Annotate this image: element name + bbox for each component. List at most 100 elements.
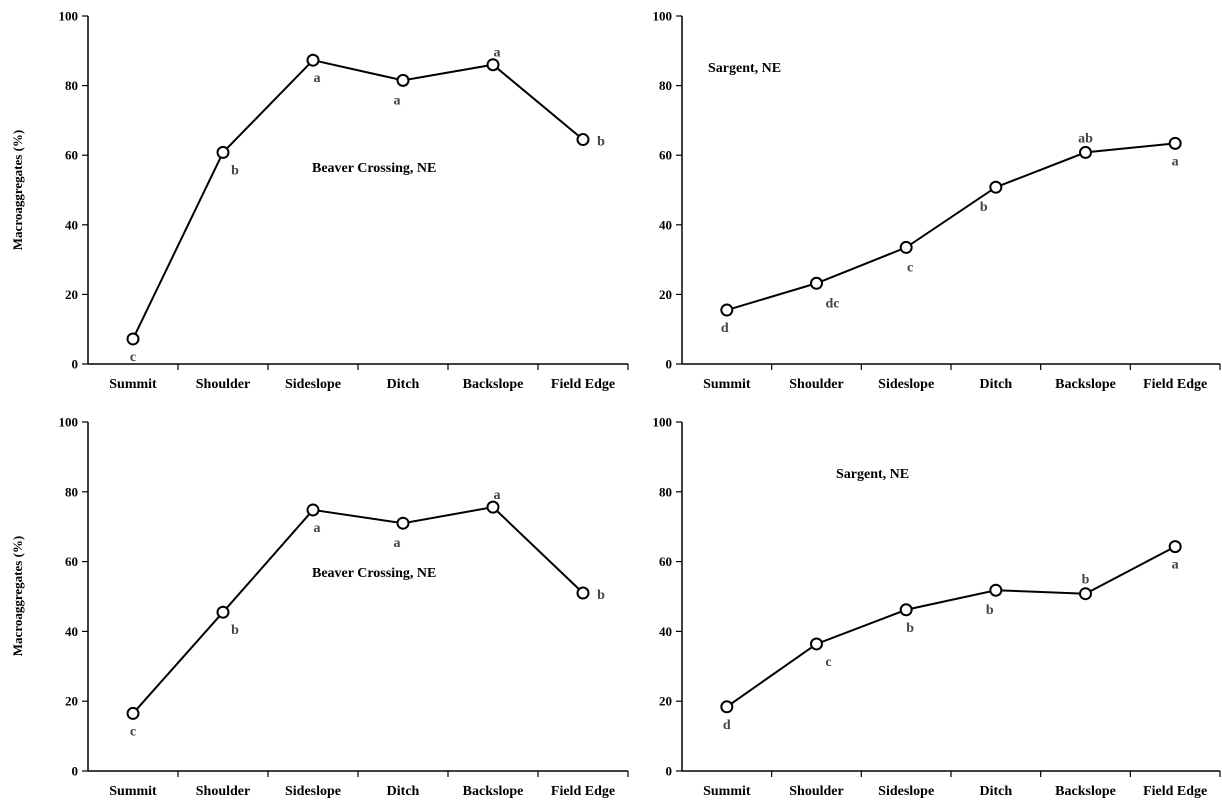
series-line (726, 142, 1176, 312)
x-tick-label: Field Edge (1143, 377, 1207, 392)
data-point (989, 180, 1003, 194)
y-tick-label: 40 (65, 624, 78, 639)
y-axis-label: Macroaggregates (%) (10, 536, 25, 656)
x-tick-label: Ditch (387, 377, 420, 392)
data-point (306, 53, 320, 67)
data-label: c (907, 260, 913, 275)
data-point (810, 276, 823, 290)
x-tick-label: Shoulder (196, 784, 250, 799)
y-tick-label: 40 (659, 217, 672, 232)
data-point (1079, 145, 1092, 159)
chart-panel: 0 20 40 60 80 100 Summit Shoulder Sideslope Ditch… (653, 9, 1221, 392)
chart-panel: 0 20 40 60 80 100 Summit Shoulder Sideslope Ditch… (10, 9, 629, 392)
data-point (1168, 540, 1182, 554)
data-label: b (906, 621, 914, 636)
series-line (132, 506, 584, 715)
data-point (989, 583, 1003, 597)
x-tick-label: Shoulder (789, 784, 843, 799)
chart-panel: 0 20 40 60 80 100 Summit Shoulder Sideslope Ditch… (653, 415, 1221, 799)
data-label: a (314, 521, 321, 536)
x-tick-label: Summit (109, 377, 157, 392)
x-tick-label: Shoulder (196, 377, 250, 392)
data-label: a (494, 46, 501, 61)
data-label: b (597, 588, 605, 603)
x-tick-label: Summit (703, 377, 751, 392)
data-label: d (723, 718, 731, 733)
data-point (576, 133, 590, 147)
panel-title: Sargent, NE (836, 467, 909, 482)
y-tick-label: 80 (659, 78, 672, 93)
data-label: d (721, 321, 729, 336)
data-label: a (394, 536, 401, 551)
data-label: c (130, 724, 136, 739)
data-point (126, 706, 140, 720)
y-tick-label: 20 (65, 694, 78, 709)
data-label: b (597, 135, 605, 150)
y-tick-label: 0 (666, 357, 673, 372)
x-tick-label: Shoulder (789, 377, 843, 392)
x-tick-label: Ditch (387, 784, 420, 799)
x-tick-label: Sideslope (878, 377, 934, 392)
panel-title: Beaver Crossing, NE (312, 566, 436, 581)
data-point (216, 605, 230, 619)
data-point (126, 332, 140, 346)
data-point (1079, 587, 1092, 601)
y-tick-label: 100 (653, 9, 673, 24)
data-point (899, 603, 913, 617)
y-tick-label: 80 (65, 78, 78, 93)
panel-title: Sargent, NE (708, 61, 781, 76)
x-tick-label: Sideslope (285, 784, 341, 799)
x-tick-label: Field Edge (551, 377, 615, 392)
y-tick-label: 40 (65, 217, 78, 232)
data-point (396, 516, 410, 530)
y-tick-label: 80 (65, 484, 78, 499)
data-point (720, 303, 734, 317)
y-tick-label: 0 (72, 357, 79, 372)
x-tick-label: Backslope (1055, 784, 1116, 799)
y-tick-label: 60 (65, 148, 78, 163)
y-tick-label: 20 (659, 287, 672, 302)
data-label: b (231, 163, 239, 178)
y-tick-label: 100 (59, 9, 79, 24)
data-point (899, 240, 913, 254)
y-tick-label: 100 (653, 415, 673, 430)
data-point (486, 58, 500, 72)
data-label: a (494, 488, 501, 503)
y-axis-label: Macroaggregates (%) (10, 130, 25, 250)
data-point (396, 73, 410, 87)
x-tick-label: Field Edge (1143, 784, 1207, 799)
x-tick-label: Sideslope (285, 377, 341, 392)
chart-panel: 0 20 40 60 80 100 Summit Shoulder Sideslope Ditch… (10, 415, 629, 799)
y-tick-label: 100 (59, 415, 79, 430)
y-tick-label: 60 (659, 148, 672, 163)
x-tick-label: Backslope (1055, 377, 1116, 392)
data-label: b (1082, 573, 1090, 588)
data-label: a (1172, 558, 1179, 573)
y-tick-label: 60 (659, 554, 672, 569)
x-tick-label: Ditch (979, 784, 1012, 799)
data-label: b (980, 200, 988, 215)
y-tick-label: 0 (666, 764, 673, 779)
data-label: a (394, 93, 401, 108)
y-tick-label: 60 (65, 554, 78, 569)
y-tick-label: 40 (659, 624, 672, 639)
data-label: a (1172, 154, 1179, 169)
x-tick-label: Summit (109, 784, 157, 799)
data-label: ab (1078, 131, 1093, 146)
y-tick-label: 20 (659, 694, 672, 709)
data-point (576, 586, 590, 600)
data-point (306, 503, 320, 517)
y-tick-label: 0 (72, 764, 79, 779)
data-label: b (986, 603, 994, 618)
data-label: c (130, 350, 136, 365)
panel-title: Beaver Crossing, NE (312, 161, 436, 176)
data-label: b (231, 623, 239, 638)
data-point (486, 500, 500, 514)
data-label: c (825, 655, 831, 670)
x-tick-label: Sideslope (878, 784, 934, 799)
x-tick-label: Backslope (463, 377, 524, 392)
data-point (216, 145, 230, 159)
data-label: dc (826, 296, 840, 311)
x-tick-label: Field Edge (551, 784, 615, 799)
